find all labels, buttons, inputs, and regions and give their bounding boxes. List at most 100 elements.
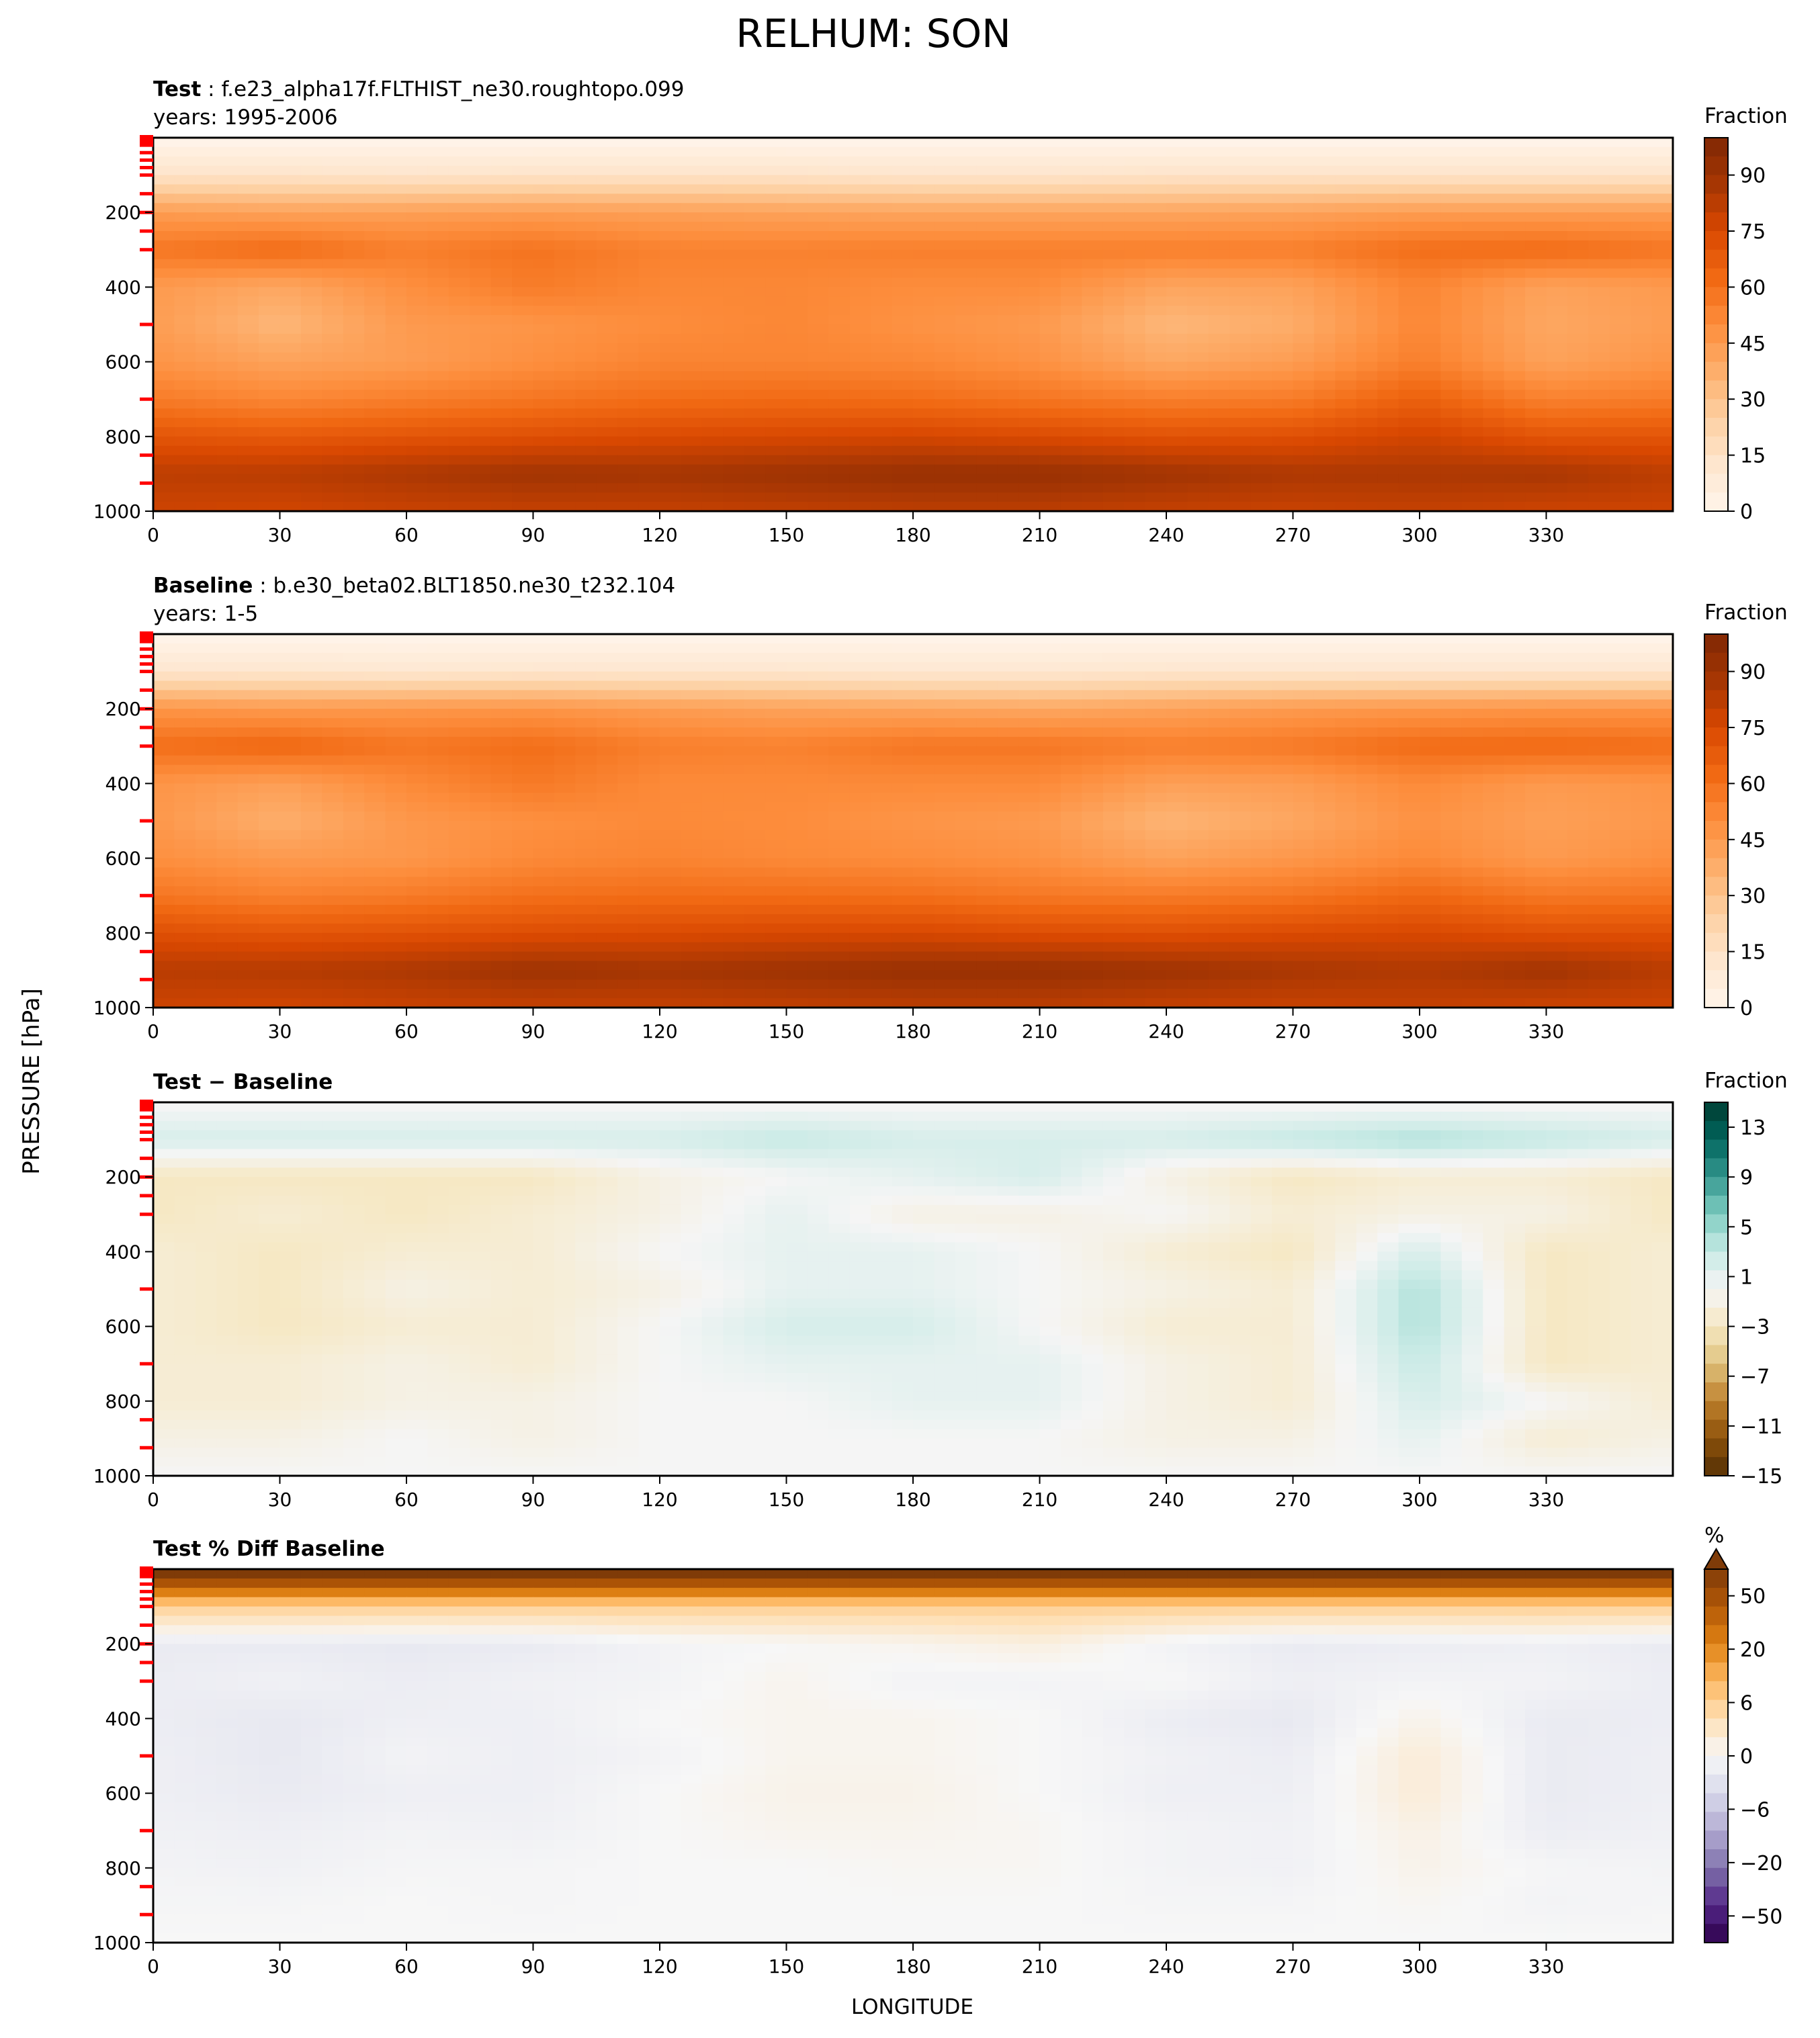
heat-cell bbox=[1335, 306, 1357, 316]
heat-cell bbox=[1546, 483, 1568, 493]
heat-cell bbox=[1609, 222, 1631, 232]
heat-cell bbox=[490, 249, 513, 260]
heat-cell bbox=[638, 830, 660, 840]
heat-cell bbox=[1102, 736, 1125, 747]
heat-cell bbox=[1293, 848, 1315, 859]
heat-cell bbox=[575, 380, 597, 391]
heat-cell bbox=[1250, 709, 1272, 719]
heat-cell bbox=[1039, 858, 1061, 869]
heat-cell bbox=[617, 445, 640, 456]
heat-cell bbox=[300, 464, 323, 475]
heat-cell bbox=[364, 718, 386, 728]
heat-cell bbox=[723, 774, 745, 785]
heat-cell bbox=[1187, 662, 1209, 672]
heat-cell bbox=[1060, 455, 1083, 466]
heat-cell bbox=[1145, 138, 1167, 148]
heat-cell bbox=[1335, 774, 1357, 785]
heat-cell bbox=[300, 287, 323, 298]
heat-cell bbox=[976, 259, 998, 269]
heat-cell bbox=[364, 867, 386, 878]
heat-cell bbox=[849, 138, 871, 148]
heat-cell bbox=[1398, 296, 1420, 306]
heat-cell bbox=[1356, 839, 1378, 850]
heat-cell bbox=[976, 296, 998, 306]
heat-cell bbox=[1229, 184, 1252, 195]
heat-cell bbox=[385, 222, 407, 232]
heat-cell bbox=[617, 680, 640, 691]
heat-cell bbox=[892, 361, 914, 372]
heat-cell bbox=[681, 877, 703, 887]
heat-cell bbox=[1398, 662, 1420, 672]
heat-cell bbox=[660, 483, 682, 493]
heat-cell bbox=[1060, 371, 1083, 382]
heat-cell bbox=[1588, 764, 1610, 775]
heat-cell bbox=[1102, 718, 1125, 728]
heat-cell bbox=[1461, 811, 1483, 822]
heat-cell bbox=[153, 727, 175, 738]
y-tick-label: 1000 bbox=[93, 500, 141, 523]
heat-cell bbox=[259, 315, 281, 325]
heat-cell bbox=[871, 380, 893, 391]
heat-cell bbox=[976, 231, 998, 241]
heat-cell bbox=[660, 464, 682, 475]
heat-cell bbox=[828, 727, 851, 738]
heat-cell bbox=[1631, 718, 1653, 728]
heat-cell bbox=[1019, 690, 1041, 701]
heat-cell bbox=[1398, 315, 1420, 325]
heat-cell bbox=[406, 886, 429, 896]
heat-cell bbox=[1461, 727, 1483, 738]
heat-cell bbox=[765, 867, 787, 878]
heat-cell bbox=[638, 361, 660, 372]
heat-cell bbox=[343, 830, 365, 840]
heat-cell bbox=[681, 709, 703, 719]
heat-cell bbox=[1060, 755, 1083, 766]
heat-cell bbox=[385, 277, 407, 288]
heat-cell bbox=[976, 483, 998, 493]
heat-cell bbox=[1356, 146, 1378, 157]
heat-cell bbox=[1398, 455, 1420, 466]
heat-cell bbox=[1546, 315, 1568, 325]
heat-cell bbox=[807, 427, 830, 437]
heat-cell bbox=[1420, 699, 1442, 709]
heat-cell bbox=[279, 830, 302, 840]
heat-cell bbox=[279, 259, 302, 269]
heat-cell bbox=[1039, 156, 1061, 167]
heat-cell bbox=[512, 371, 534, 382]
heat-cell bbox=[1356, 259, 1378, 269]
heat-cell bbox=[490, 502, 513, 512]
heat-cell bbox=[617, 156, 640, 167]
heat-cell bbox=[427, 483, 449, 493]
heat-cell bbox=[638, 802, 660, 812]
heat-cell bbox=[1082, 324, 1104, 335]
heat-cell bbox=[1145, 839, 1167, 850]
heat-cell bbox=[1293, 727, 1315, 738]
heat-cell bbox=[385, 492, 407, 502]
heat-cell bbox=[195, 259, 217, 269]
heat-cell bbox=[1102, 848, 1125, 859]
heat-cell bbox=[1651, 502, 1674, 512]
heat-cell bbox=[892, 718, 914, 728]
heat-cell bbox=[1082, 296, 1104, 306]
heat-cell bbox=[1398, 736, 1420, 747]
heat-cell bbox=[195, 427, 217, 437]
heat-cell bbox=[1398, 774, 1420, 785]
colorbar-tick-label: 30 bbox=[1740, 388, 1766, 412]
heat-cell bbox=[828, 858, 851, 869]
heat-cell bbox=[385, 408, 407, 418]
heat-cell bbox=[153, 436, 175, 447]
heat-cell bbox=[153, 203, 175, 213]
heat-cell bbox=[1440, 886, 1463, 896]
heat-cell bbox=[195, 146, 217, 157]
heat-cell bbox=[786, 699, 808, 709]
heat-cell bbox=[1082, 492, 1104, 502]
heat-cell bbox=[596, 249, 618, 260]
heat-cell bbox=[997, 138, 1019, 148]
heat-cell bbox=[1187, 755, 1209, 766]
heat-cell bbox=[533, 474, 555, 484]
heat-cell bbox=[828, 736, 851, 747]
heat-cell bbox=[1483, 867, 1505, 878]
heat-cell bbox=[1124, 193, 1146, 204]
heat-cell bbox=[744, 830, 766, 840]
heat-cell bbox=[195, 175, 217, 185]
heat-cell bbox=[1039, 231, 1061, 241]
